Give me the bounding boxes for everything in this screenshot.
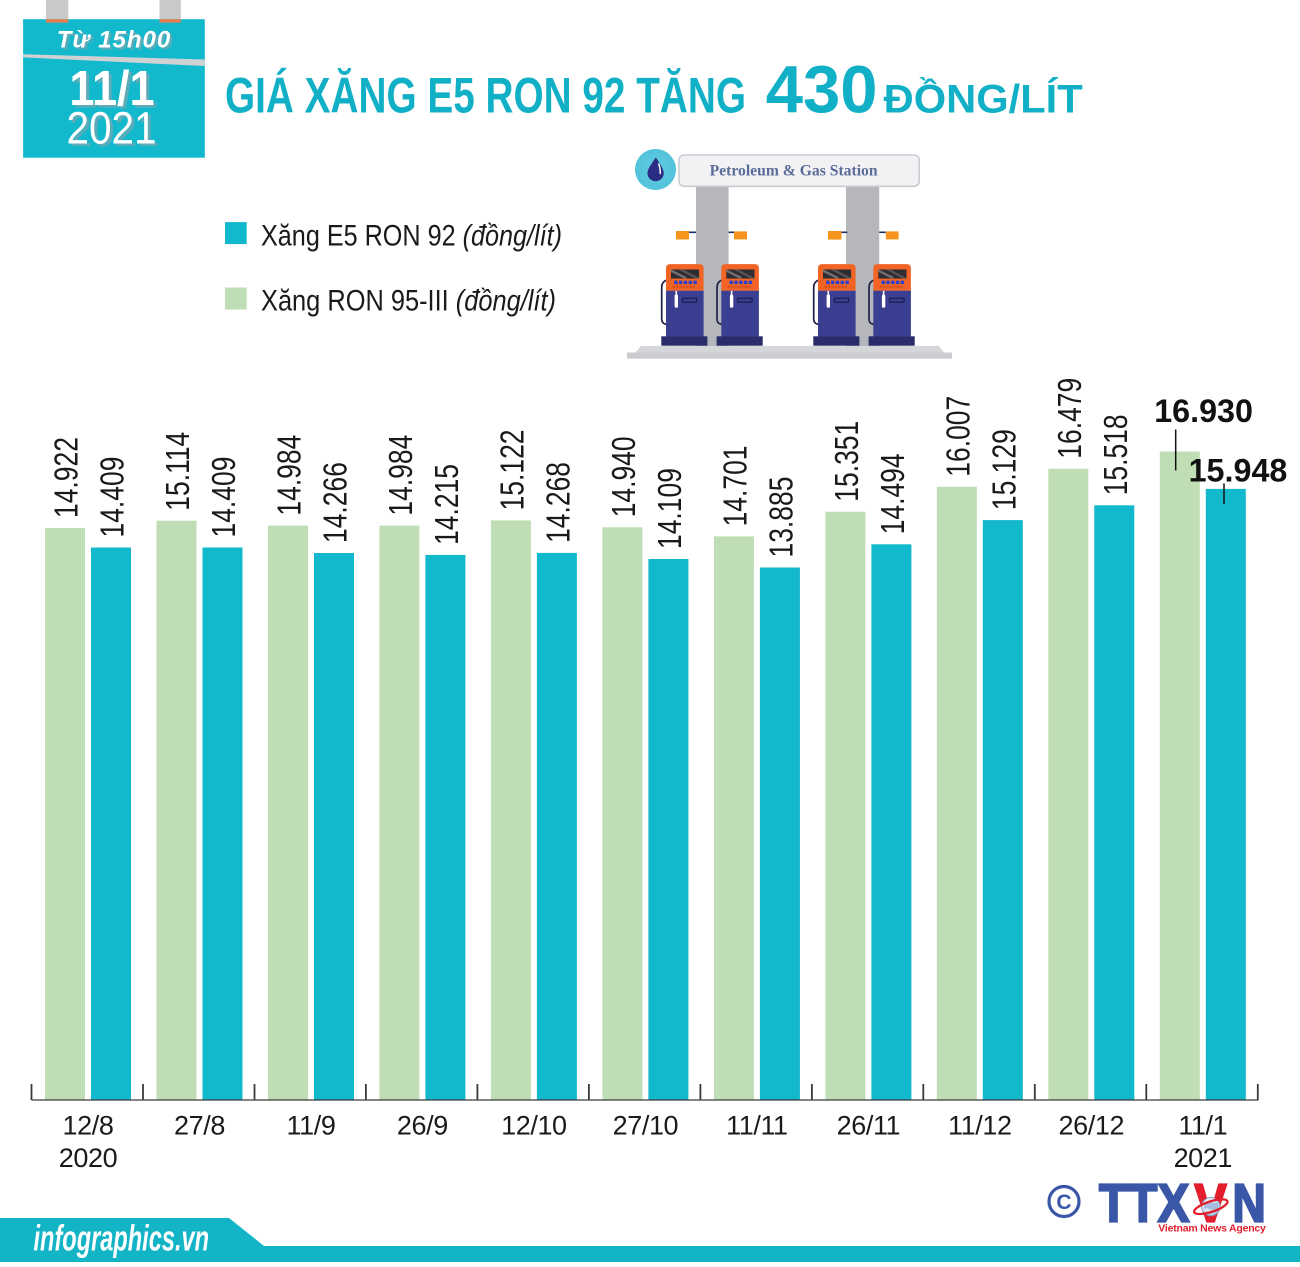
svg-text:Từ 15h00: Từ 15h00 xyxy=(59,28,174,55)
svg-text:TTX: TTX xyxy=(1099,1173,1190,1233)
svg-text:Từ 15h00: Từ 15h00 xyxy=(57,26,172,53)
svg-text:2020: 2020 xyxy=(59,1143,117,1173)
svg-text:GIÁ XĂNG E5 RON 92 TĂNG: GIÁ XĂNG E5 RON 92 TĂNG xyxy=(225,68,746,124)
svg-text:Xăng RON 95-III (đồng/lít): Xăng RON 95-III (đồng/lít) xyxy=(261,285,556,318)
svg-text:14.701: 14.701 xyxy=(718,445,755,526)
svg-text:430: 430 xyxy=(766,53,878,128)
svg-text:11/11: 11/11 xyxy=(726,1111,788,1141)
svg-text:16.007: 16.007 xyxy=(940,396,977,477)
svg-text:27/8: 27/8 xyxy=(174,1111,225,1141)
svg-text:11/1: 11/1 xyxy=(1178,1111,1227,1141)
svg-text:C: C xyxy=(1056,1191,1071,1214)
svg-text:14.940: 14.940 xyxy=(606,436,643,517)
svg-text:26/9: 26/9 xyxy=(397,1111,448,1141)
svg-text:15.129: 15.129 xyxy=(986,429,1023,510)
svg-text:Petroleum & Gas Station: Petroleum & Gas Station xyxy=(710,162,878,179)
svg-text:15.122: 15.122 xyxy=(495,429,532,510)
svg-text:16.479: 16.479 xyxy=(1052,378,1089,459)
svg-text:12/8: 12/8 xyxy=(63,1111,114,1141)
svg-text:14.409: 14.409 xyxy=(206,457,243,538)
svg-text:Vietnam News Agency: Vietnam News Agency xyxy=(1158,1223,1266,1235)
svg-text:14.922: 14.922 xyxy=(49,437,86,518)
svg-text:26/12: 26/12 xyxy=(1059,1111,1125,1141)
svg-text:infographics.vn: infographics.vn xyxy=(34,1219,210,1259)
svg-text:13.885: 13.885 xyxy=(764,477,801,558)
svg-text:15.351: 15.351 xyxy=(829,421,866,502)
svg-text:16.930: 16.930 xyxy=(1154,393,1253,429)
svg-text:ĐỒNG/LÍT: ĐỒNG/LÍT xyxy=(884,76,1083,122)
svg-text:12/10: 12/10 xyxy=(501,1111,567,1141)
svg-text:15.518: 15.518 xyxy=(1098,414,1135,495)
svg-text:14.109: 14.109 xyxy=(652,468,689,549)
svg-text:14.984: 14.984 xyxy=(383,435,420,516)
svg-text:11/1: 11/1 xyxy=(69,60,154,115)
svg-text:14.984: 14.984 xyxy=(272,435,309,516)
svg-text:14.409: 14.409 xyxy=(95,457,132,538)
svg-text:N: N xyxy=(1233,1173,1266,1233)
svg-text:14.494: 14.494 xyxy=(875,453,912,534)
svg-text:11/12: 11/12 xyxy=(948,1111,1012,1141)
svg-text:27/10: 27/10 xyxy=(613,1111,679,1141)
svg-text:14.215: 14.215 xyxy=(429,464,466,545)
svg-text:11/9: 11/9 xyxy=(287,1111,336,1141)
svg-text:15.948: 15.948 xyxy=(1189,452,1288,488)
svg-text:2021: 2021 xyxy=(69,106,159,156)
svg-text:26/11: 26/11 xyxy=(837,1111,901,1141)
svg-text:11/1: 11/1 xyxy=(72,63,157,118)
svg-text:14.268: 14.268 xyxy=(541,462,578,543)
svg-text:14.266: 14.266 xyxy=(318,462,355,543)
svg-text:Xăng E5 RON 92 (đồng/lít): Xăng E5 RON 92 (đồng/lít) xyxy=(261,220,562,253)
svg-text:2021: 2021 xyxy=(1174,1143,1232,1173)
svg-text:2021: 2021 xyxy=(66,104,156,154)
svg-text:15.114: 15.114 xyxy=(160,432,197,511)
